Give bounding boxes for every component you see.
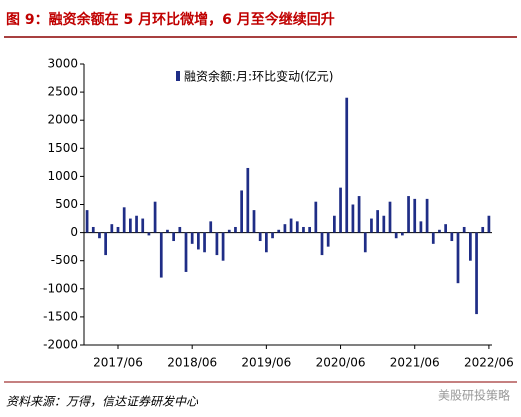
bar	[122, 207, 126, 233]
bar	[370, 218, 373, 233]
bar	[172, 232, 175, 242]
bar	[283, 224, 287, 233]
bar	[345, 97, 349, 233]
y-tick-label: 2500	[47, 85, 78, 99]
bar	[401, 232, 404, 236]
bar	[295, 221, 299, 233]
y-tick-label: -500	[51, 253, 78, 267]
bar	[265, 232, 268, 253]
bar	[487, 215, 491, 233]
bar	[438, 229, 441, 233]
y-tick-label: 1000	[47, 169, 78, 183]
watermark: 美股研投策略	[438, 388, 510, 403]
bar	[153, 201, 157, 233]
y-tick-label: 1500	[47, 141, 78, 155]
bar	[320, 232, 324, 256]
bar	[388, 201, 392, 233]
bar	[252, 210, 256, 233]
x-tick-label: 2020/06	[316, 356, 366, 370]
bar	[221, 232, 225, 261]
bar	[431, 232, 435, 244]
bar	[333, 215, 336, 233]
bar	[376, 210, 379, 233]
bar	[456, 232, 460, 284]
bar	[469, 232, 472, 261]
y-tick-label: -1500	[43, 309, 78, 323]
bar	[302, 226, 305, 233]
bar	[203, 232, 206, 253]
x-tick-label: 2018/06	[167, 356, 217, 370]
bar	[363, 232, 367, 253]
bar	[184, 232, 188, 272]
bar	[425, 198, 429, 233]
bar	[240, 190, 243, 233]
bar	[110, 224, 114, 233]
bar	[351, 204, 355, 233]
y-tick-label: -1000	[43, 281, 78, 295]
y-tick-label: 3000	[47, 57, 78, 71]
y-tick-label: -2000	[43, 338, 78, 352]
bar	[141, 218, 145, 233]
bar	[407, 196, 410, 233]
bar	[197, 232, 200, 250]
bar	[104, 232, 107, 256]
bar	[277, 229, 281, 233]
bar	[147, 232, 151, 236]
bar	[357, 196, 361, 233]
x-tick-label: 2022/06	[464, 356, 514, 370]
legend-label: 融资余额:月:环比变动(亿元)	[184, 69, 333, 84]
bar	[271, 232, 274, 239]
bar	[339, 187, 342, 233]
bar	[444, 224, 447, 233]
bar	[234, 226, 237, 233]
bar	[394, 232, 398, 239]
bar	[419, 221, 423, 233]
x-tick-label: 2021/06	[390, 356, 440, 370]
x-tick-label: 2017/06	[93, 356, 143, 370]
source: 资料来源：万得，信达证券研发中心	[6, 395, 199, 409]
bar	[308, 226, 311, 233]
bar	[326, 232, 330, 247]
bar	[462, 226, 466, 233]
bar	[475, 232, 478, 315]
bar	[129, 218, 132, 233]
bar	[209, 221, 213, 233]
y-tick-label: 0	[70, 225, 78, 239]
bar	[166, 229, 169, 233]
bar	[314, 201, 318, 233]
x-tick-label: 2019/06	[241, 356, 291, 370]
bar	[135, 215, 138, 233]
bar	[91, 226, 95, 233]
bar	[382, 215, 386, 233]
bar	[246, 167, 250, 233]
bar	[413, 198, 417, 233]
bar	[190, 232, 194, 244]
bar	[227, 229, 231, 233]
y-tick-label: 500	[55, 197, 78, 211]
bar	[159, 232, 163, 278]
bar	[116, 226, 120, 233]
bar	[215, 232, 219, 256]
legend-swatch	[176, 71, 180, 81]
bar	[258, 232, 262, 242]
y-tick-label: 2000	[47, 113, 78, 127]
bar	[450, 232, 454, 242]
bar	[178, 226, 182, 233]
bar	[85, 210, 89, 233]
bar	[289, 218, 293, 233]
bar	[98, 232, 101, 239]
chart-title: 图 9：融资余额在 5 月环比微增，6 月至今继续回升	[6, 11, 335, 28]
bar	[481, 226, 485, 233]
